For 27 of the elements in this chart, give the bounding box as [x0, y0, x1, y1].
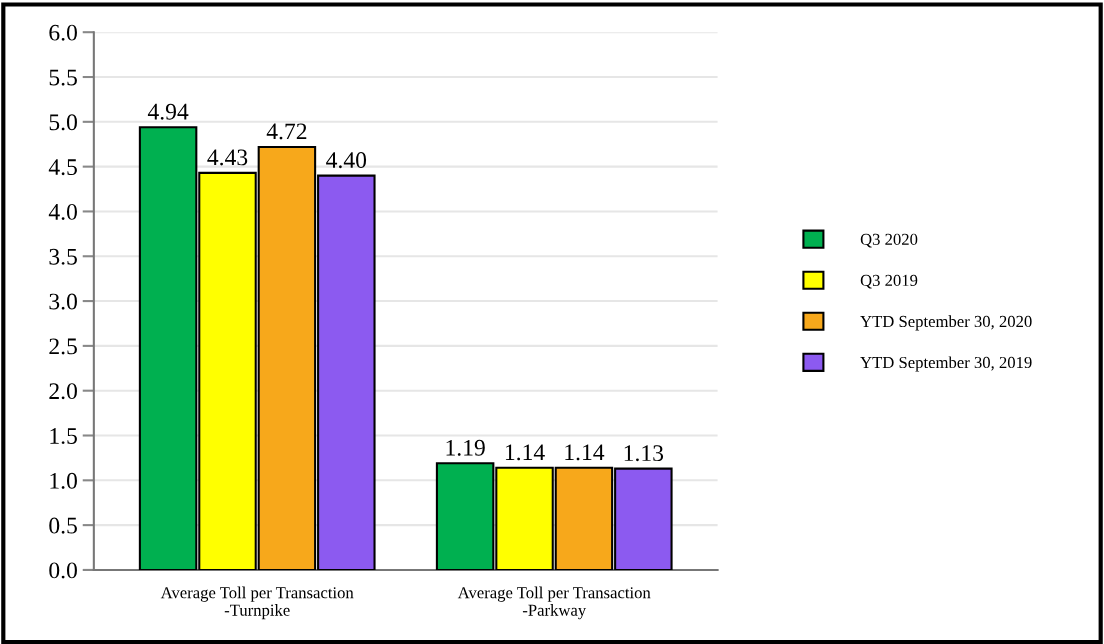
y-tick-label: 0.5 [49, 517, 77, 534]
y-tick-label: 3.5 [49, 248, 77, 265]
y-tick-label: 3.0 [49, 293, 77, 310]
legend-label: Q3 2020 [860, 233, 918, 248]
legend-label: Q3 2019 [860, 274, 918, 289]
data-label: 1.14 [505, 444, 545, 461]
y-tick-label: 6.0 [49, 24, 77, 41]
y-tick-label: 1.0 [50, 472, 77, 489]
y-tick-label: 2.0 [49, 383, 77, 400]
legend-label: YTD September 30, 2020 [860, 315, 1032, 331]
data-label: 4.72 [266, 123, 307, 140]
y-tick-label: 2.5 [49, 338, 77, 355]
x-tick-label: Average Toll per Transaction -Parkway [457, 586, 651, 620]
legend-label: YTD September 30, 2019 [860, 356, 1032, 372]
y-tick-label: 5.5 [49, 69, 77, 86]
y-tick-label: 5.0 [49, 114, 77, 131]
data-label: 4.40 [326, 152, 367, 169]
y-tick-label: 4.0 [48, 203, 77, 220]
data-label: 1.19 [446, 439, 485, 456]
data-label: 1.13 [624, 445, 664, 462]
data-label: 4.43 [207, 149, 248, 166]
y-tick-label: 0.0 [49, 562, 77, 579]
x-tick-label: Average Toll per Transaction -Turnpike [160, 586, 354, 620]
y-tick-label: 1.5 [50, 428, 77, 445]
data-label: 1.14 [565, 444, 605, 461]
y-tick-label: 4.5 [48, 159, 77, 176]
data-label: 4.94 [147, 103, 189, 120]
